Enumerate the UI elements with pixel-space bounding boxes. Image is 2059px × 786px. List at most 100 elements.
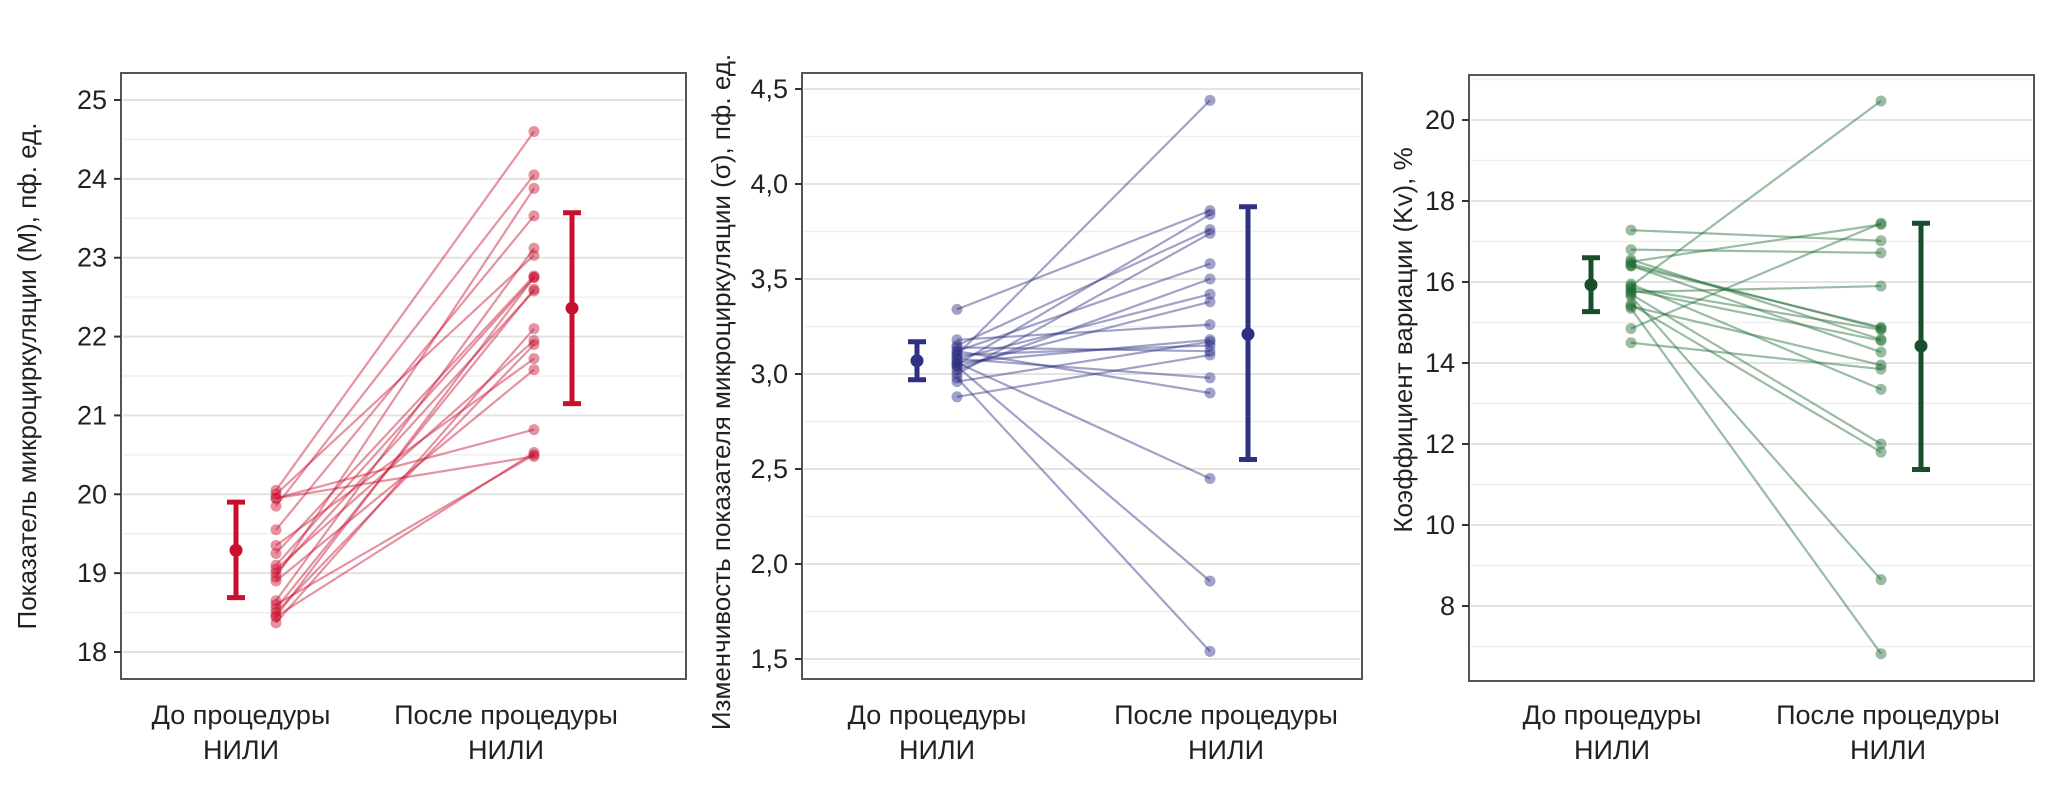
y-tick-label: 14 — [1425, 348, 1455, 378]
x-category-before-line1: До процедуры — [848, 700, 1027, 730]
y-axis-ticks: 8 10 12 14 16 18 20 — [1425, 105, 1469, 621]
pair-line — [275, 451, 535, 618]
x-category-before-line2: НИЛИ — [899, 735, 975, 765]
y-axis-title: Показатель микроциркуляции (М), пф. ед. — [12, 123, 42, 630]
pair-line — [956, 99, 1211, 356]
point-before — [270, 603, 282, 615]
point-after — [1875, 438, 1887, 450]
point-before — [1625, 284, 1637, 296]
point-after — [1875, 95, 1887, 107]
pair-line — [956, 353, 1211, 398]
mean-point — [229, 543, 243, 557]
point-after — [1204, 345, 1216, 357]
point-before — [951, 353, 963, 365]
x-category-after-line2: НИЛИ — [1850, 735, 1926, 765]
point-before — [951, 360, 963, 372]
pair-line — [275, 275, 535, 555]
x-category-after-line1: После процедуры — [1776, 700, 2000, 730]
mean-point — [1584, 278, 1598, 292]
pair-line — [275, 357, 535, 547]
pair-line — [956, 361, 1211, 480]
pair-line — [956, 346, 1211, 353]
point-before — [1625, 256, 1637, 268]
point-after — [1204, 273, 1216, 285]
point-after — [1875, 321, 1887, 333]
pair-line — [1630, 283, 1882, 391]
point-before — [951, 364, 963, 376]
point-after — [528, 182, 540, 194]
y-tick-label: 3,0 — [750, 359, 788, 389]
pair-line — [275, 339, 535, 571]
mean-point — [565, 301, 579, 315]
point-after — [1875, 247, 1887, 259]
y-tick-label: 1,5 — [750, 644, 788, 674]
y-axis-ticks: 1,5 2,0 2,5 3,0 3,5 4,0 4,5 — [750, 74, 802, 674]
y-tick-label: 18 — [1425, 186, 1455, 216]
pair-line — [1630, 264, 1882, 329]
point-before — [951, 345, 963, 357]
point-before — [951, 357, 963, 369]
paired-lines — [951, 94, 1216, 657]
point-after — [528, 285, 540, 297]
point-before — [270, 611, 282, 623]
point-before — [951, 360, 963, 372]
point-after — [1204, 334, 1216, 346]
point-after — [528, 271, 540, 283]
y-tick-label: 20 — [77, 479, 107, 509]
point-before — [951, 349, 963, 361]
point-after — [1875, 334, 1887, 346]
pair-line — [1630, 222, 1882, 330]
pair-line — [275, 276, 535, 618]
point-before — [270, 484, 282, 496]
y-tick-label: 20 — [1425, 105, 1455, 135]
point-after — [528, 450, 540, 462]
x-category-after-line2: НИЛИ — [1188, 735, 1264, 765]
y-tick-label: 2,5 — [750, 454, 788, 484]
point-before — [951, 303, 963, 315]
pair-line — [275, 254, 535, 496]
y-tick-label: 18 — [77, 637, 107, 667]
point-before — [270, 492, 282, 504]
y-tick-label: 4,0 — [750, 169, 788, 199]
pair-line — [956, 262, 1211, 353]
point-before — [1625, 323, 1637, 335]
point-before — [1625, 224, 1637, 236]
point-before — [1625, 254, 1637, 266]
point-before — [1625, 337, 1637, 349]
y-tick-label: 10 — [1425, 510, 1455, 540]
gridlines — [1471, 78, 2032, 648]
point-after — [1204, 296, 1216, 308]
point-after — [1204, 372, 1216, 384]
pair-line — [275, 276, 535, 566]
panel-microcirculation-variability: 1,5 2,0 2,5 3,0 3,5 4,0 4,5 Изменчивость показ… — [706, 54, 1363, 765]
point-after — [1204, 288, 1216, 300]
point-after — [528, 270, 540, 282]
y-tick-label: 21 — [77, 400, 107, 430]
point-before — [951, 357, 963, 369]
point-before — [1625, 258, 1637, 270]
pair-line — [1630, 100, 1882, 287]
point-after — [528, 353, 540, 365]
point-after — [1204, 473, 1216, 484]
pair-line — [1630, 262, 1882, 330]
point-after — [1204, 205, 1216, 217]
x-category-after-line2: НИЛИ — [468, 735, 544, 765]
point-before — [1625, 260, 1637, 272]
pair-line — [1630, 229, 1882, 242]
point-before — [270, 617, 282, 629]
point-after — [1875, 648, 1887, 660]
point-after — [1204, 340, 1216, 351]
point-after — [528, 449, 540, 461]
pair-line — [956, 344, 1211, 357]
pair-line — [956, 338, 1211, 364]
pair-line — [956, 323, 1211, 341]
x-category-before-line1: До процедуры — [152, 700, 331, 730]
point-after — [1875, 346, 1887, 358]
y-axis-ticks: 18 19 20 21 22 23 24 25 — [77, 85, 121, 667]
point-after — [528, 271, 540, 283]
point-before — [1625, 260, 1637, 272]
y-tick-label: 24 — [77, 164, 107, 194]
panel-microcirculation-index: 18 19 20 21 22 23 24 25 Показатель микроциркуля… — [12, 72, 687, 765]
pair-line — [956, 350, 1211, 395]
pair-line — [1630, 303, 1882, 454]
